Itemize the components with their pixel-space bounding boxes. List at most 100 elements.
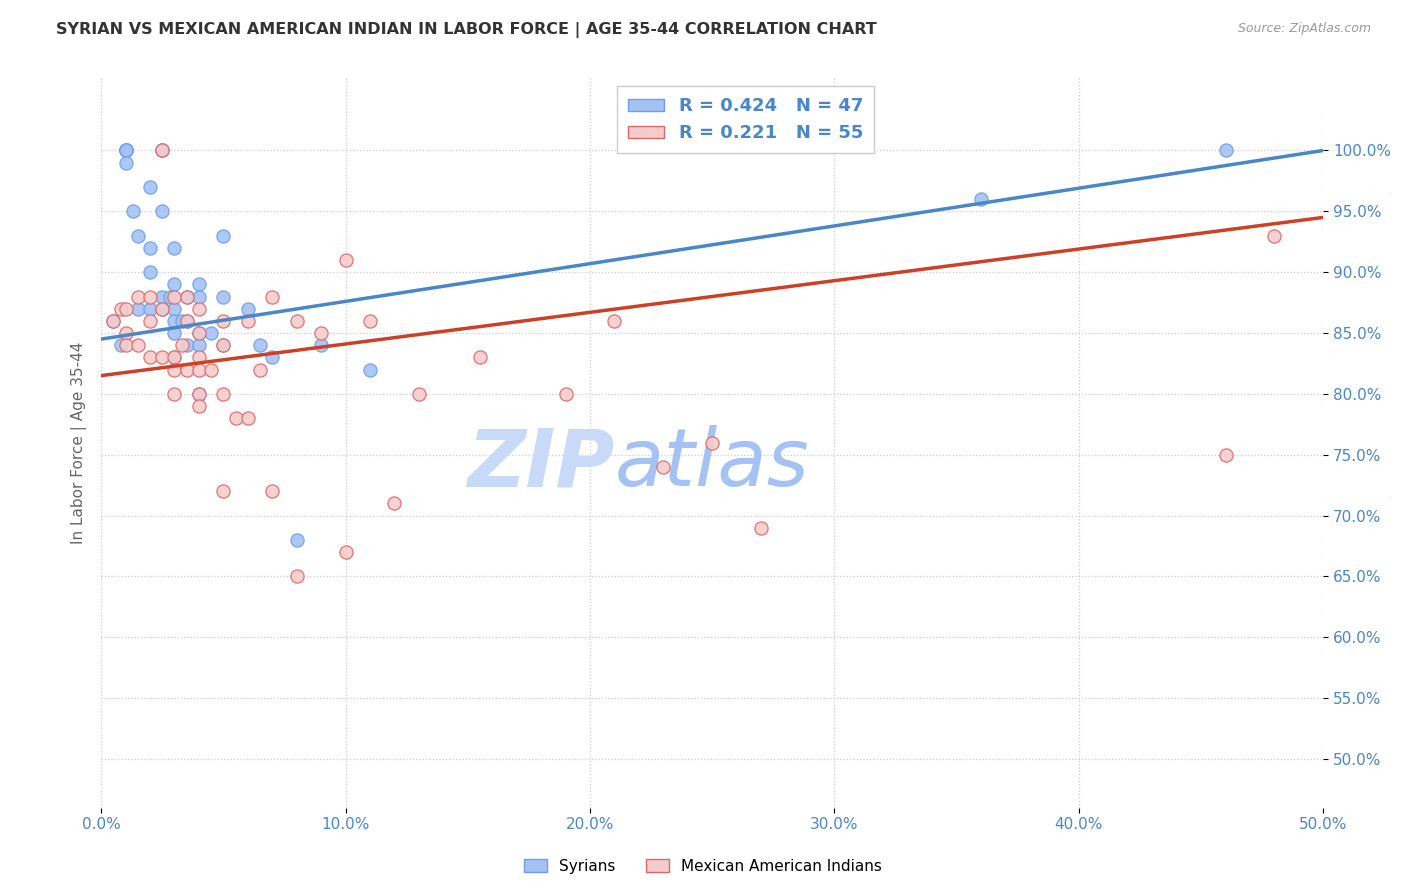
Point	[212, 314, 235, 328]
Point	[359, 314, 381, 328]
Point	[110, 338, 132, 352]
Point	[187, 387, 209, 401]
Point	[163, 277, 186, 292]
Point	[163, 241, 186, 255]
Point	[468, 351, 491, 365]
Point	[249, 362, 271, 376]
Point	[150, 301, 173, 316]
Point	[114, 144, 136, 158]
Point	[262, 289, 284, 303]
Point	[249, 338, 271, 352]
Point	[236, 411, 259, 425]
Point	[176, 314, 198, 328]
Point	[103, 314, 125, 328]
Legend: Syrians, Mexican American Indians: Syrians, Mexican American Indians	[517, 853, 889, 880]
Point	[176, 314, 198, 328]
Point	[150, 351, 173, 365]
Point	[163, 314, 186, 328]
Point	[163, 362, 186, 376]
Point	[285, 569, 308, 583]
Text: ZIP: ZIP	[467, 425, 614, 503]
Point	[212, 338, 235, 352]
Point	[200, 326, 222, 340]
Point	[262, 484, 284, 499]
Point	[176, 338, 198, 352]
Point	[150, 144, 173, 158]
Point	[212, 387, 235, 401]
Point	[212, 484, 235, 499]
Point	[114, 338, 136, 352]
Point	[150, 144, 173, 158]
Point	[335, 252, 357, 267]
Point	[702, 435, 724, 450]
Point	[150, 204, 173, 219]
Point	[652, 459, 675, 474]
Point	[127, 338, 149, 352]
Point	[176, 362, 198, 376]
Point	[114, 326, 136, 340]
Point	[285, 314, 308, 328]
Point	[127, 289, 149, 303]
Point	[187, 399, 209, 413]
Point	[127, 301, 149, 316]
Point	[187, 326, 209, 340]
Point	[1215, 448, 1237, 462]
Point	[176, 289, 198, 303]
Point	[176, 289, 198, 303]
Point	[225, 411, 247, 425]
Legend: R = 0.424   N = 47, R = 0.221   N = 55: R = 0.424 N = 47, R = 0.221 N = 55	[617, 87, 875, 153]
Point	[970, 192, 993, 206]
Point	[139, 301, 162, 316]
Point	[432, 825, 454, 839]
Point	[110, 301, 132, 316]
Point	[187, 351, 209, 365]
Point	[187, 362, 209, 376]
Point	[1263, 228, 1285, 243]
Point	[114, 144, 136, 158]
Point	[163, 351, 186, 365]
Point	[103, 314, 125, 328]
Point	[114, 155, 136, 169]
Point	[139, 289, 162, 303]
Point	[114, 144, 136, 158]
Text: atlas: atlas	[614, 425, 810, 503]
Point	[150, 289, 173, 303]
Point	[187, 301, 209, 316]
Point	[554, 387, 576, 401]
Point	[1215, 144, 1237, 158]
Point	[212, 228, 235, 243]
Point	[309, 338, 332, 352]
Point	[159, 289, 181, 303]
Point	[139, 241, 162, 255]
Point	[150, 144, 173, 158]
Point	[262, 351, 284, 365]
Point	[212, 338, 235, 352]
Point	[139, 265, 162, 279]
Point	[359, 362, 381, 376]
Point	[163, 326, 186, 340]
Point	[236, 314, 259, 328]
Point	[236, 301, 259, 316]
Point	[187, 387, 209, 401]
Point	[170, 338, 193, 352]
Point	[187, 289, 209, 303]
Point	[187, 277, 209, 292]
Point	[150, 301, 173, 316]
Text: Source: ZipAtlas.com: Source: ZipAtlas.com	[1237, 22, 1371, 36]
Text: SYRIAN VS MEXICAN AMERICAN INDIAN IN LABOR FORCE | AGE 35-44 CORRELATION CHART: SYRIAN VS MEXICAN AMERICAN INDIAN IN LAB…	[56, 22, 877, 38]
Point	[603, 314, 626, 328]
Y-axis label: In Labor Force | Age 35-44: In Labor Force | Age 35-44	[72, 342, 87, 544]
Point	[749, 521, 772, 535]
Point	[187, 326, 209, 340]
Point	[384, 496, 406, 510]
Point	[170, 314, 193, 328]
Point	[114, 144, 136, 158]
Point	[163, 289, 186, 303]
Point	[187, 338, 209, 352]
Point	[335, 545, 357, 559]
Point	[200, 362, 222, 376]
Point	[127, 228, 149, 243]
Point	[122, 204, 145, 219]
Point	[408, 387, 430, 401]
Point	[163, 387, 186, 401]
